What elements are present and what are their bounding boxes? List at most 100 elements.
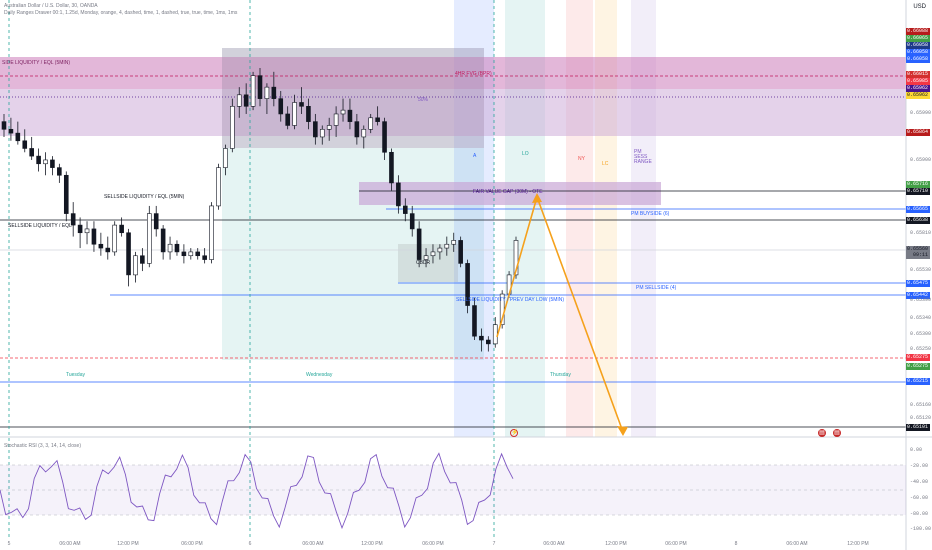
rsi-axis-tick: -100.00 (910, 526, 932, 532)
fvg-4h-label: 4HR FVG (BPR) (455, 71, 492, 77)
candle (458, 240, 463, 264)
candle (444, 243, 450, 249)
killzone-pm-label: PM SESS RANGE (634, 149, 652, 165)
killzone-ny-label: NY (578, 156, 585, 162)
rsi-axis-tick: 0.00 (910, 447, 923, 453)
candle (84, 228, 90, 234)
time-axis-tick: 06:00 AM (59, 541, 81, 547)
candle (326, 125, 332, 130)
price-tag[interactable]: 0.65560 (906, 246, 930, 253)
pm-sellside-label: PM SELLSIDE (4) (636, 285, 677, 291)
candle (271, 86, 277, 99)
price-tag[interactable]: 0.66015 (906, 71, 930, 78)
candle (319, 128, 325, 138)
candle (223, 148, 228, 168)
rsi-axis-tick: -80.00 (910, 511, 929, 517)
sellside-liquidity-label: SELLSIDE LIQUIDITY / EQL (5MIN) (104, 194, 185, 200)
candle (167, 243, 173, 253)
candle (36, 155, 41, 165)
price-tag[interactable]: 0.65985 (906, 78, 930, 85)
time-axis-tick: 12:00 PM (847, 541, 869, 547)
rsi-axis-tick: -40.00 (910, 479, 929, 485)
candle (292, 102, 297, 126)
candle (77, 224, 83, 234)
fifty-percent-label: 50% (418, 97, 429, 103)
price-axis-tick: 0.65810 (910, 230, 932, 236)
arrow-head (617, 426, 628, 436)
price-tag[interactable]: 0.65475 (906, 280, 930, 287)
candle (409, 213, 415, 230)
currency-label[interactable]: USD (913, 4, 926, 10)
time-axis-tick: 06:00 AM (302, 541, 324, 547)
candle (29, 148, 34, 157)
price-tag[interactable]: 0.65962 (906, 85, 930, 92)
candle (22, 140, 28, 149)
event-icon[interactable]: ⚡ (510, 429, 519, 437)
candle (299, 102, 304, 107)
price-axis-tick: 0.65120 (910, 415, 932, 421)
candle (140, 255, 145, 264)
us-flag-icon[interactable]: ▤ (833, 429, 841, 437)
candle (43, 159, 48, 165)
candle (181, 251, 187, 257)
price-tag[interactable]: 0.66088 (906, 28, 930, 35)
time-axis-tick: 6 (248, 541, 252, 547)
day-wednesday-label: Wednesday (306, 372, 333, 378)
price-tag[interactable]: 0.65638 (906, 217, 930, 224)
time-axis-tick: 12:00 PM (117, 541, 139, 547)
candle (285, 113, 290, 126)
price-tag[interactable]: 0.65215 (906, 378, 930, 385)
price-tag[interactable]: 09:11 (906, 252, 930, 259)
candle (306, 105, 311, 122)
candle (264, 86, 270, 99)
price-axis-tick: 0.65530 (910, 267, 932, 273)
us-flag-icon[interactable]: ▤ (818, 429, 826, 437)
arrow-head (532, 193, 542, 203)
candle (57, 167, 62, 176)
price-axis-tick: 0.65900 (910, 157, 932, 163)
candle (8, 128, 14, 134)
price-tag[interactable]: 0.65275 (906, 354, 930, 361)
candle (423, 255, 429, 260)
rsi-axis-tick: -60.00 (910, 495, 929, 501)
candle (153, 213, 159, 230)
price-tag[interactable]: 0.65665 (906, 206, 930, 213)
candle (492, 324, 498, 345)
price-tag[interactable]: 0.66058 (906, 42, 930, 49)
price-tag[interactable]: 0.65864 (906, 129, 930, 136)
price-axis-tick: 0.65160 (910, 402, 932, 408)
candle (160, 228, 166, 253)
candle (195, 251, 201, 257)
candle (472, 305, 477, 337)
price-tag[interactable]: 0.66058 (906, 56, 930, 63)
price-tag[interactable]: 0.65716 (906, 181, 930, 188)
rsi-axis-tick: -20.00 (910, 463, 929, 469)
price-tag[interactable]: 0.65101 (906, 424, 930, 431)
price-axis-tick: 0.65250 (910, 346, 932, 352)
candle (513, 240, 519, 276)
time-axis-tick: 06:00 AM (543, 541, 565, 547)
price-tag[interactable]: 0.66065 (906, 35, 930, 42)
price-tag[interactable]: 0.65442 (906, 292, 930, 299)
candle (202, 255, 207, 260)
candle (112, 224, 118, 253)
fair-value-gap-label: FAIR VALUE GAP (30M) - OTE (473, 189, 543, 195)
candle (257, 75, 263, 99)
candle (230, 105, 235, 149)
candle (105, 247, 111, 253)
time-axis-tick: 5 (7, 541, 11, 547)
price-tag[interactable]: 0.65710 (906, 188, 930, 195)
candle (479, 335, 484, 341)
candle (236, 94, 242, 107)
candle (486, 339, 491, 345)
time-axis-tick: 12:00 PM (605, 541, 627, 547)
price-tag[interactable]: 0.65962 (906, 92, 930, 99)
price-tag[interactable]: 0.66058 (906, 49, 930, 56)
killzone-a-label: A (473, 153, 477, 159)
price-tag[interactable]: 0.65275 (906, 363, 930, 370)
candle (98, 243, 104, 249)
prev-day-low-label: SELLSIDE LIQUIDITY / PREV DAY LOW (5MIN) (456, 297, 565, 303)
buyside-liquidity-label: SIDE LIQUIDITY / EQL (5MIN) (2, 60, 71, 66)
cbdr-label: CBDR (416, 260, 431, 266)
